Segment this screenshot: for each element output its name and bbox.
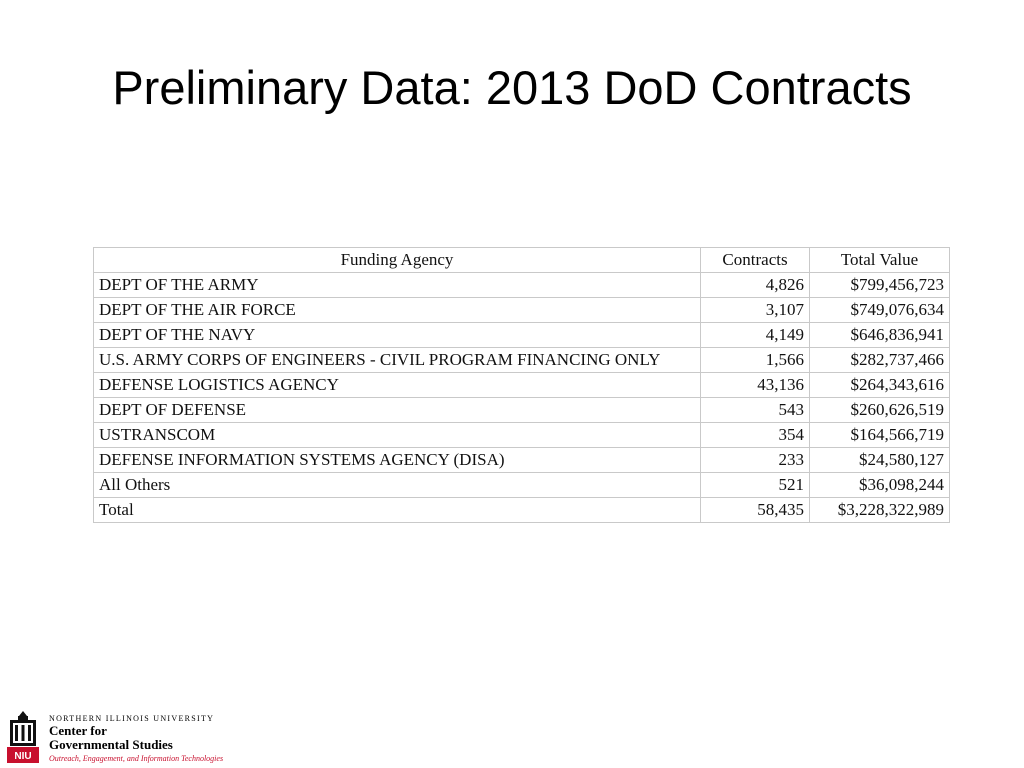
agency-cell: U.S. ARMY CORPS OF ENGINEERS - CIVIL PRO… — [93, 347, 701, 373]
total-label-cell: Total — [93, 497, 701, 523]
agency-cell: DEFENSE LOGISTICS AGENCY — [93, 372, 701, 398]
table-row: DEPT OF THE AIR FORCE 3,107 $749,076,634 — [93, 297, 950, 323]
table-row: DEFENSE LOGISTICS AGENCY 43,136 $264,343… — [93, 372, 950, 398]
total-value-cell: $3,228,322,989 — [809, 497, 950, 523]
contracts-cell: 4,826 — [700, 272, 810, 298]
table-row: DEPT OF THE NAVY 4,149 $646,836,941 — [93, 322, 950, 348]
table-row: U.S. ARMY CORPS OF ENGINEERS - CIVIL PRO… — [93, 347, 950, 373]
logo-center-line2: Governmental Studies — [49, 737, 173, 752]
header-funding-agency: Funding Agency — [93, 247, 701, 273]
total-row: Total 58,435 $3,228,322,989 — [93, 497, 950, 523]
total-contracts-cell: 58,435 — [700, 497, 810, 523]
contracts-table: Funding Agency Contracts Total Value DEP… — [93, 247, 950, 523]
contracts-cell: 43,136 — [700, 372, 810, 398]
agency-cell: USTRANSCOM — [93, 422, 701, 448]
logo-center-line1: Center for — [49, 723, 107, 738]
contracts-cell: 3,107 — [700, 297, 810, 323]
logo-tagline: Outreach, Engagement, and Information Te… — [49, 754, 224, 763]
value-cell: $264,343,616 — [809, 372, 950, 398]
value-cell: $260,626,519 — [809, 397, 950, 423]
contracts-cell: 4,149 — [700, 322, 810, 348]
agency-cell: DEPT OF DEFENSE — [93, 397, 701, 423]
value-cell: $282,737,466 — [809, 347, 950, 373]
contracts-cell: 543 — [700, 397, 810, 423]
header-contracts: Contracts — [700, 247, 810, 273]
agency-cell: All Others — [93, 472, 701, 498]
value-cell: $749,076,634 — [809, 297, 950, 323]
header-total-value: Total Value — [809, 247, 950, 273]
table-row: DEPT OF THE ARMY 4,826 $799,456,723 — [93, 272, 950, 298]
value-cell: $646,836,941 — [809, 322, 950, 348]
contracts-cell: 354 — [700, 422, 810, 448]
logo-university: NORTHERN ILLINOIS UNIVERSITY — [49, 714, 215, 723]
niu-cgs-logo: NIU NORTHERN ILLINOIS UNIVERSITY Center … — [7, 710, 267, 766]
table-row: USTRANSCOM 354 $164,566,719 — [93, 422, 950, 448]
agency-cell: DEFENSE INFORMATION SYSTEMS AGENCY (DISA… — [93, 447, 701, 473]
table-row: DEFENSE INFORMATION SYSTEMS AGENCY (DISA… — [93, 447, 950, 473]
table-header-row: Funding Agency Contracts Total Value — [93, 247, 950, 273]
agency-cell: DEPT OF THE AIR FORCE — [93, 297, 701, 323]
value-cell: $164,566,719 — [809, 422, 950, 448]
agency-cell: DEPT OF THE ARMY — [93, 272, 701, 298]
table-row: All Others 521 $36,098,244 — [93, 472, 950, 498]
logo-mark-text: NIU — [14, 751, 31, 762]
contracts-cell: 233 — [700, 447, 810, 473]
slide-title: Preliminary Data: 2013 DoD Contracts — [112, 61, 912, 114]
value-cell: $799,456,723 — [809, 272, 950, 298]
value-cell: $24,580,127 — [809, 447, 950, 473]
contracts-cell: 521 — [700, 472, 810, 498]
agency-cell: DEPT OF THE NAVY — [93, 322, 701, 348]
table-row: DEPT OF DEFENSE 543 $260,626,519 — [93, 397, 950, 423]
value-cell: $36,098,244 — [809, 472, 950, 498]
contracts-cell: 1,566 — [700, 347, 810, 373]
logo-text: NORTHERN ILLINOIS UNIVERSITY Center for … — [49, 714, 223, 764]
university-building-icon: NIU — [7, 711, 39, 763]
